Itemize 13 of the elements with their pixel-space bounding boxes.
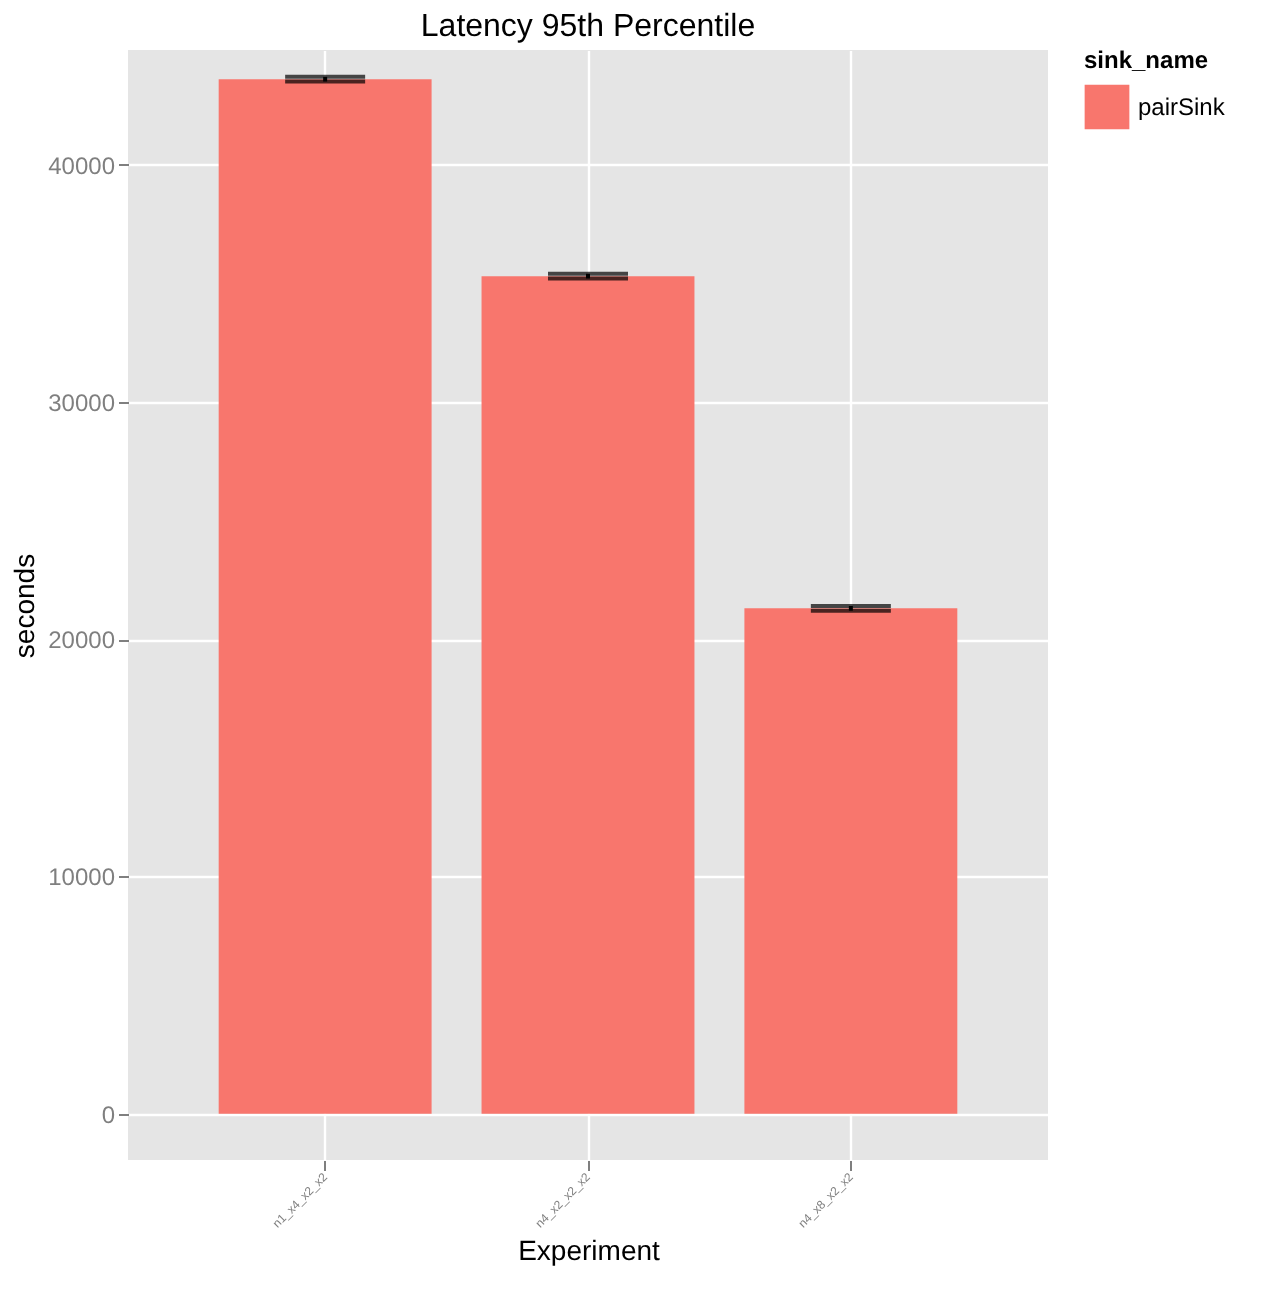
x-axis-title: Experiment	[518, 1233, 661, 1266]
bar	[218, 79, 432, 1114]
legend-title: sink_name	[1084, 46, 1209, 74]
y-tick-label: 10000	[48, 863, 116, 892]
chart-title: Latency 95th Percentile	[420, 10, 756, 44]
bar	[481, 276, 695, 1114]
y-axis-title: seconds	[8, 553, 41, 659]
y-tick-label: 40000	[48, 151, 116, 180]
bar	[744, 608, 958, 1114]
y-tick-label: 20000	[48, 626, 116, 655]
y-tick-label: 30000	[48, 388, 116, 417]
legend-label: pairSink	[1138, 93, 1227, 121]
y-tick-label: 0	[101, 1100, 116, 1129]
